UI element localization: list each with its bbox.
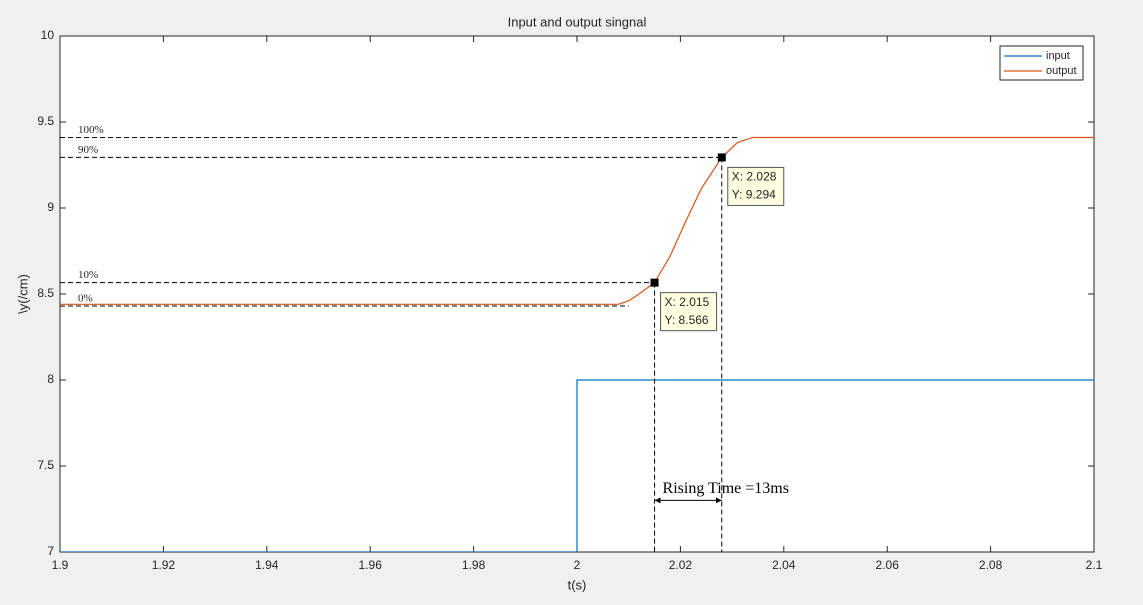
x-tick-label: 2.02	[669, 558, 693, 572]
datatip-x: X: 2.028	[732, 170, 777, 184]
reference-label: 90%	[78, 144, 98, 156]
x-tick-label: 1.98	[462, 558, 486, 572]
reference-label: 10%	[78, 269, 98, 281]
datatip-x: X: 2.015	[665, 295, 710, 309]
x-axis-label: t(s)	[568, 577, 587, 592]
y-tick-label: 10	[41, 28, 55, 42]
datatip-box	[727, 166, 785, 206]
x-tick-label: 1.94	[255, 558, 279, 572]
x-tick-label: 2.1	[1086, 558, 1103, 572]
y-tick-label: 8.5	[37, 286, 54, 300]
x-tick-label: 2.08	[979, 558, 1003, 572]
series-line	[60, 136, 1094, 305]
y-tick-label: 9.5	[37, 114, 54, 128]
datatip-y: Y: 9.294	[732, 188, 776, 202]
chart-title: Input and output singnal	[508, 14, 647, 29]
y-tick-label: 8	[47, 372, 54, 386]
x-tick-label: 2.06	[876, 558, 900, 572]
reference-label: 100%	[78, 124, 104, 136]
y-tick-label: 7	[47, 544, 54, 558]
y-tick-label: 7.5	[37, 458, 54, 472]
datatip-marker	[717, 153, 726, 162]
x-tick-label: 1.9	[52, 558, 69, 572]
datatip-box	[660, 292, 718, 332]
rising-time-label: Rising Time =13ms	[663, 480, 789, 497]
legend-label: input	[1046, 50, 1070, 62]
reference-label: 0%	[78, 293, 93, 305]
y-tick-label: 9	[47, 200, 54, 214]
x-tick-label: 2	[574, 558, 581, 572]
x-tick-label: 1.96	[359, 558, 383, 572]
datatip-y: Y: 8.566	[665, 313, 709, 327]
legend-box	[999, 45, 1084, 81]
x-tick-label: 2.04	[772, 558, 796, 572]
x-tick-label: 1.92	[152, 558, 176, 572]
legend-label: output	[1046, 65, 1077, 77]
series-line	[60, 379, 1094, 552]
datatip-marker	[650, 278, 659, 287]
y-axis-label: \y(/cm)	[15, 274, 30, 314]
